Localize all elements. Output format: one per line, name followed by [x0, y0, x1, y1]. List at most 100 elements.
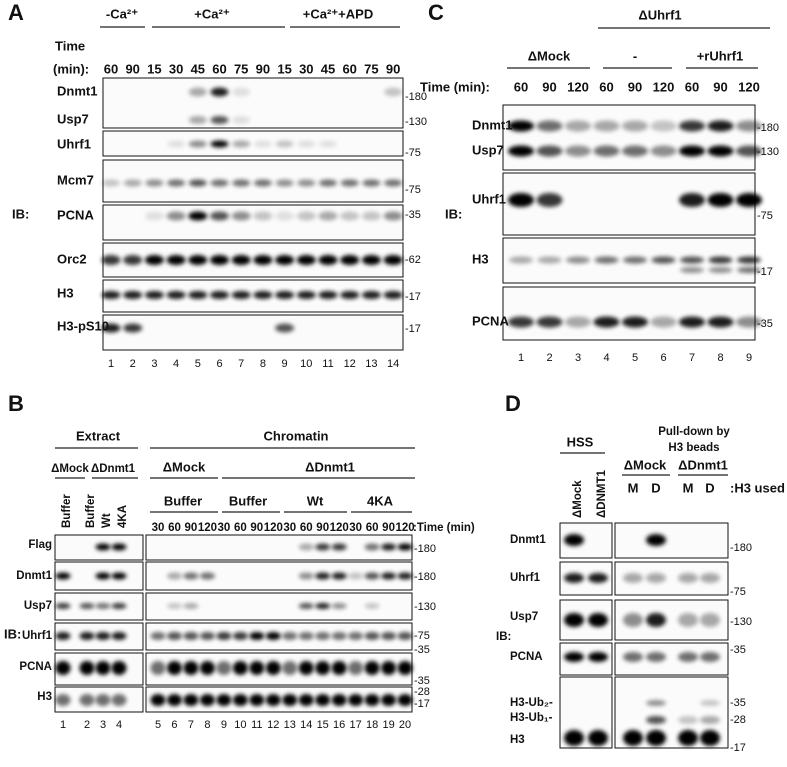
group: ΔMock	[163, 459, 206, 474]
band	[650, 316, 677, 328]
band	[707, 193, 734, 207]
band	[564, 534, 584, 546]
band	[167, 179, 186, 187]
blot-panel	[502, 286, 756, 341]
band	[623, 573, 643, 583]
band	[364, 632, 380, 640]
lane-number: 1	[60, 719, 66, 731]
band	[622, 120, 648, 132]
band	[298, 603, 314, 609]
marker: -28	[730, 714, 746, 726]
lane-number: 17	[350, 719, 362, 731]
group: ΔUhrf1	[638, 7, 681, 22]
band	[199, 572, 215, 580]
time: 60	[300, 522, 313, 534]
row-label: Uhrf1	[22, 630, 53, 642]
band	[79, 603, 95, 609]
time: 45	[321, 61, 335, 76]
band	[102, 179, 120, 187]
band	[508, 316, 534, 328]
band	[298, 632, 314, 640]
band	[123, 255, 143, 265]
lane-number: 4	[173, 358, 179, 370]
lane-number: 19	[382, 719, 394, 731]
band	[210, 291, 229, 299]
band	[348, 572, 364, 580]
band	[95, 694, 111, 706]
row-label: Uhrf1	[57, 136, 91, 151]
lane-number: 8	[204, 719, 210, 731]
band	[183, 572, 199, 580]
lane-number: 20	[399, 719, 411, 731]
treatment: Wt	[307, 493, 324, 508]
section: HSS	[567, 434, 594, 449]
marker: -35	[414, 675, 430, 687]
band	[166, 572, 182, 580]
band	[364, 603, 380, 609]
lane-number: 9	[282, 358, 288, 370]
band	[646, 716, 666, 724]
time: 60	[342, 61, 356, 76]
band	[315, 632, 331, 640]
band	[95, 661, 111, 675]
lane-number: 8	[717, 352, 723, 364]
marker: -180	[414, 543, 436, 555]
lane-number: 8	[260, 358, 266, 370]
band	[95, 572, 111, 580]
time: 30	[299, 61, 313, 76]
group: ΔDnmt1	[91, 463, 136, 475]
row-label: Dnmt1	[510, 534, 546, 546]
band	[678, 573, 698, 583]
band	[564, 573, 584, 583]
band	[265, 661, 281, 675]
band	[253, 255, 273, 265]
band	[315, 572, 331, 580]
lane-number: 9	[746, 352, 752, 364]
band	[188, 179, 207, 187]
band	[296, 211, 316, 221]
band	[150, 632, 166, 640]
band	[166, 603, 182, 609]
condition: +Ca²⁺+APD	[303, 6, 373, 21]
band	[646, 652, 666, 662]
marker: -62	[405, 254, 421, 266]
band	[678, 730, 698, 746]
band	[623, 613, 643, 627]
band	[331, 603, 347, 609]
band	[383, 255, 403, 265]
lane-number: 1	[108, 358, 114, 370]
band	[123, 291, 143, 299]
band	[362, 179, 381, 187]
time: 75	[234, 61, 248, 76]
band	[232, 140, 251, 148]
time: 90	[713, 79, 727, 94]
band	[111, 632, 127, 640]
band	[144, 291, 164, 299]
lane-number: 13	[284, 719, 296, 731]
row-label: PCNA	[19, 661, 52, 673]
band	[253, 211, 273, 221]
marker: -35	[757, 318, 773, 330]
row-label: Usp7	[24, 600, 52, 612]
band	[536, 120, 563, 132]
band	[210, 116, 229, 124]
row-label: PCNA	[57, 207, 94, 222]
lane-number: 6	[660, 352, 666, 364]
band	[331, 632, 347, 640]
band	[737, 256, 761, 264]
group: ΔMock	[51, 463, 89, 475]
lane-number: 6	[171, 719, 177, 731]
band	[364, 543, 380, 551]
band	[700, 730, 720, 746]
band	[364, 661, 380, 675]
band	[622, 316, 648, 328]
band	[564, 613, 584, 627]
band	[397, 661, 413, 675]
band	[95, 632, 111, 640]
band	[340, 255, 360, 265]
band	[348, 694, 364, 706]
band	[340, 179, 359, 187]
band	[593, 120, 620, 132]
band	[340, 291, 360, 299]
